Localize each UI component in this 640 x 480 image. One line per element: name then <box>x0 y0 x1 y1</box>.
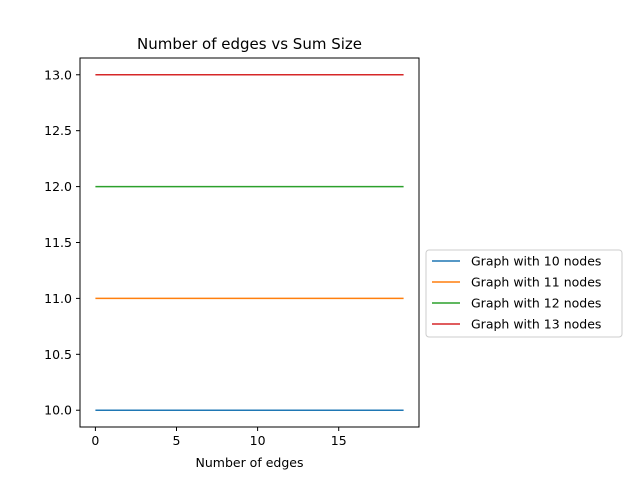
x-axis-label: Number of edges <box>196 455 304 470</box>
y-tick-label: 12.5 <box>44 123 72 138</box>
y-tick-label: 12.0 <box>44 179 72 194</box>
y-tick-label: 11.0 <box>44 291 72 306</box>
y-tick-label: 13.0 <box>44 67 72 82</box>
legend: Graph with 10 nodes Graph with 11 nodes Gr… <box>425 249 623 338</box>
x-tick-label: 10 <box>250 433 266 448</box>
y-tick-label: 10.5 <box>44 347 72 362</box>
x-tick-label: 15 <box>331 433 347 448</box>
legend-label: Graph with 10 nodes <box>471 254 601 269</box>
y-axis: 10.0 10.5 11.0 11.5 12.0 12.5 13.0 <box>44 67 80 418</box>
y-tick-label: 10.0 <box>44 403 72 418</box>
legend-label: Graph with 11 nodes <box>471 275 601 290</box>
legend-label: Graph with 12 nodes <box>471 296 601 311</box>
legend-label: Graph with 13 nodes <box>471 317 601 332</box>
plot-area <box>79 57 420 428</box>
x-tick-label: 0 <box>91 433 99 448</box>
x-tick-label: 5 <box>173 433 181 448</box>
y-tick-label: 11.5 <box>44 235 72 250</box>
chart-title: Number of edges vs Sum Size <box>137 35 362 53</box>
x-axis: 0 5 10 15 <box>91 427 347 448</box>
plot-frame <box>79 57 420 428</box>
legend-box <box>425 249 623 338</box>
